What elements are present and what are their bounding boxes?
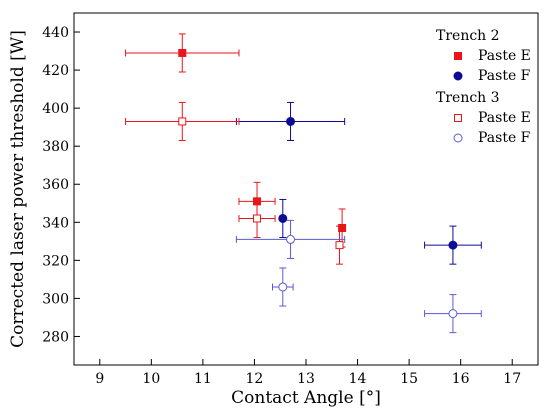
- data-point-trench-3-paste-f: [235, 219, 346, 259]
- x-axis-label: Contact Angle [°]: [231, 388, 381, 408]
- legend-entry: Paste F: [478, 130, 531, 146]
- ticks-layer: 9 10 11 12 13 14 15 16 17 280 300 320 340 360 380 400 42…: [42, 25, 521, 387]
- x-tick-label: 12: [246, 371, 264, 387]
- data-point-trench-3-paste-e: [125, 101, 240, 141]
- legend: Trench 2 Paste E Paste F Trench 3 Paste E Pas…: [436, 28, 531, 146]
- data-point-trench-2-paste-f: [235, 101, 346, 141]
- data-point-trench-3-paste-e: [238, 198, 276, 239]
- x-tick-label: 15: [400, 371, 418, 387]
- plot-frame: [73, 12, 539, 366]
- data-point-trench-2-paste-e: [125, 33, 240, 73]
- y-tick-label: 380: [42, 139, 69, 155]
- y-tick-label: 400: [42, 101, 69, 117]
- data-point-trench-3-paste-f: [424, 294, 482, 334]
- x-tick-label: 17: [503, 371, 521, 387]
- x-tick-label: 16: [452, 371, 470, 387]
- legend-marker: [453, 133, 463, 143]
- marker: [178, 48, 187, 57]
- legend-group-title: Trench 3: [436, 90, 500, 106]
- legend-marker: [454, 52, 462, 60]
- legend-marker: [454, 114, 462, 122]
- marker: [286, 116, 296, 126]
- data-point-trench-3-paste-e: [335, 225, 344, 265]
- marker: [335, 241, 344, 250]
- points-layer: [125, 33, 482, 334]
- marker: [338, 224, 347, 233]
- legend-entry: Paste F: [478, 68, 531, 84]
- marker: [448, 309, 458, 319]
- y-tick-label: 360: [42, 177, 69, 193]
- legend-marker: [453, 71, 463, 81]
- data-point-trench-2-paste-f: [424, 225, 482, 265]
- x-tick-label: 9: [95, 371, 104, 387]
- marker: [278, 282, 288, 292]
- y-tick-label: 440: [42, 25, 69, 41]
- legend-entry: Paste E: [478, 110, 531, 126]
- y-tick-label: 300: [42, 291, 69, 307]
- marker: [286, 234, 296, 244]
- x-tick-label: 10: [142, 371, 160, 387]
- marker: [278, 213, 288, 223]
- x-tick-label: 11: [194, 371, 212, 387]
- data-point-trench-2-paste-f: [278, 198, 288, 239]
- x-tick-label: 14: [349, 371, 367, 387]
- legend-entry: Paste E: [478, 48, 531, 64]
- y-tick-label: 340: [42, 215, 69, 231]
- x-tick-label: 13: [297, 371, 315, 387]
- y-tick-label: 280: [42, 329, 69, 345]
- marker: [178, 117, 187, 126]
- y-tick-label: 420: [42, 63, 69, 79]
- y-tick-label: 320: [42, 253, 69, 269]
- marker: [448, 240, 458, 250]
- legend-group-title: Trench 2: [436, 28, 500, 44]
- y-axis-label: Corrected laser power threshold [W]: [8, 30, 28, 348]
- marker: [253, 214, 262, 223]
- data-point-trench-3-paste-f: [271, 267, 294, 307]
